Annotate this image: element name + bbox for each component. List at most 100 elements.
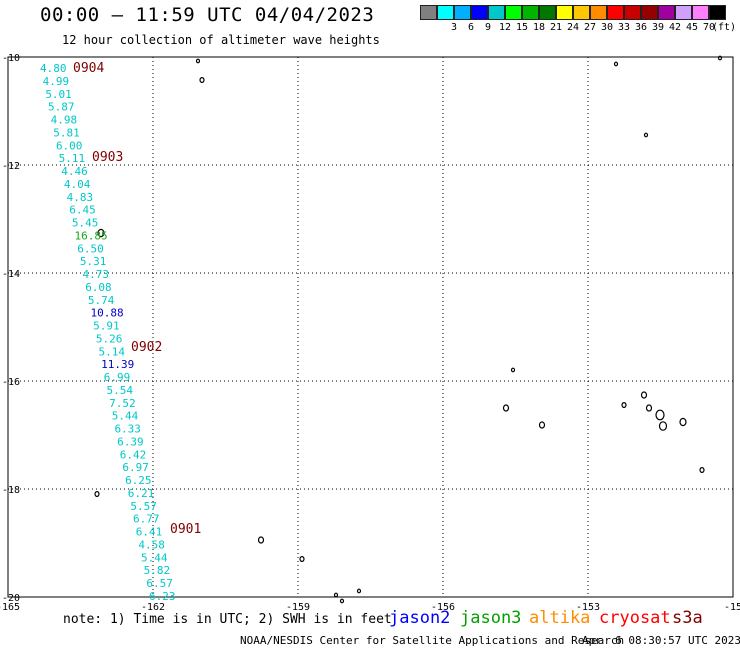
wave-height-label: 5.82 bbox=[144, 564, 171, 577]
scale-label: 27 bbox=[583, 22, 597, 33]
wave-height-label: 5.44 bbox=[112, 410, 139, 423]
wave-height-label: 6.23 bbox=[149, 590, 176, 603]
lat-tick-label: -14 bbox=[2, 269, 20, 280]
scale-swatch bbox=[624, 5, 641, 20]
island-outline bbox=[195, 58, 201, 64]
island-outline bbox=[613, 61, 619, 67]
wave-height-label: 6.99 bbox=[104, 371, 130, 384]
wave-height-label: 6.39 bbox=[117, 435, 144, 448]
lon-tick-label: -153 bbox=[576, 602, 600, 613]
island-outline bbox=[94, 491, 100, 498]
scale-swatch bbox=[641, 5, 658, 20]
scale-swatch bbox=[692, 5, 709, 20]
scale-label: 24 bbox=[566, 22, 580, 33]
wave-height-label: 5.81 bbox=[53, 126, 79, 139]
lon-tick-label: -162 bbox=[141, 602, 165, 613]
wave-height-label: 5.45 bbox=[72, 217, 99, 230]
wave-height-label: 5.11 bbox=[59, 152, 86, 165]
wave-height-label: 11.39 bbox=[101, 358, 134, 371]
wave-height-label: 16.85 bbox=[75, 229, 108, 242]
wave-height-label: 6.42 bbox=[120, 448, 147, 461]
wave-height-label: 4.46 bbox=[61, 165, 88, 178]
island-outline bbox=[510, 367, 516, 373]
wave-height-label: 6.00 bbox=[56, 139, 83, 152]
wave-height-label: 6.45 bbox=[69, 204, 96, 217]
scale-label: 36 bbox=[634, 22, 648, 33]
wave-height-label: 6.33 bbox=[114, 423, 141, 436]
island-outline bbox=[257, 536, 265, 544]
wave-height-label: 6.50 bbox=[77, 242, 104, 255]
scale-swatch bbox=[437, 5, 454, 20]
wave-height-label: 6.25 bbox=[125, 474, 152, 487]
footer-credit: NOAA/NESDIS Center for Satellite Applica… bbox=[240, 634, 625, 647]
wave-height-label: 4.83 bbox=[67, 191, 94, 204]
scale-label: 70 bbox=[702, 22, 716, 33]
wave-height-label: 6.97 bbox=[122, 461, 149, 474]
scale-swatch bbox=[522, 5, 539, 20]
wave-height-label: 6.41 bbox=[136, 526, 163, 539]
scale-label: 30 bbox=[600, 22, 614, 33]
scale-swatch bbox=[420, 5, 437, 20]
wave-height-label: 10.88 bbox=[91, 307, 124, 320]
island-outline bbox=[643, 132, 649, 138]
wave-height-label: 5.31 bbox=[80, 255, 107, 268]
lon-tick-label: -156 bbox=[431, 602, 455, 613]
scale-label: 33 bbox=[617, 22, 631, 33]
wave-height-label: 5.14 bbox=[98, 345, 125, 358]
map-frame bbox=[7, 56, 734, 598]
legend-entry-altika: altika bbox=[529, 608, 591, 628]
lat-tick-label: -16 bbox=[2, 377, 20, 388]
wave-height-label: 4.98 bbox=[51, 114, 78, 127]
island-outline bbox=[199, 76, 205, 83]
scale-swatch bbox=[709, 5, 726, 20]
island-outline bbox=[333, 592, 339, 598]
scale-swatch bbox=[556, 5, 573, 20]
scale-swatch bbox=[539, 5, 556, 20]
lon-tick-label: -15 bbox=[724, 602, 740, 613]
scale-swatch bbox=[675, 5, 692, 20]
island-outline bbox=[645, 404, 653, 412]
pass-time-label: 0904 bbox=[73, 61, 104, 76]
island-outline bbox=[356, 588, 362, 594]
lat-tick-label: -10 bbox=[2, 53, 20, 64]
island-outline bbox=[679, 417, 687, 427]
legend-entry-jason2: jason2 bbox=[389, 608, 451, 628]
scale-swatch bbox=[505, 5, 522, 20]
page-title: 00:00 – 11:59 UTC 04/04/2023 bbox=[40, 4, 375, 26]
scale-label: 39 bbox=[651, 22, 665, 33]
scale-label: 21 bbox=[549, 22, 563, 33]
scale-label: 18 bbox=[532, 22, 546, 33]
wave-height-label: 6.77 bbox=[133, 513, 160, 526]
wave-height-label: 5.54 bbox=[106, 384, 133, 397]
scale-label: 15 bbox=[515, 22, 529, 33]
scale-label: 45 bbox=[685, 22, 699, 33]
island-outline bbox=[538, 421, 546, 429]
legend-entry-s3a: s3a bbox=[672, 608, 703, 628]
wave-height-label: 5.91 bbox=[93, 320, 120, 333]
scale-swatch bbox=[454, 5, 471, 20]
pass-time-label: 0903 bbox=[92, 150, 123, 165]
scale-swatch bbox=[607, 5, 624, 20]
wave-height-label: 5.26 bbox=[96, 332, 123, 345]
scale-swatch bbox=[590, 5, 607, 20]
island-outline bbox=[97, 228, 105, 238]
island-outline bbox=[299, 555, 305, 562]
legend-entry-jason3: jason3 bbox=[460, 608, 522, 628]
wave-height-label: 5.74 bbox=[88, 294, 115, 307]
island-outline bbox=[502, 404, 510, 412]
wave-height-label: 5.87 bbox=[48, 101, 75, 114]
scale-label: 42 bbox=[668, 22, 682, 33]
pass-time-label: 0901 bbox=[170, 522, 201, 537]
wave-height-label: 6.21 bbox=[128, 487, 155, 500]
scale-label: 6 bbox=[467, 22, 475, 33]
page-subtitle: 12 hour collection of altimeter wave hei… bbox=[62, 33, 380, 47]
island-outline bbox=[621, 402, 627, 409]
lat-tick-label: -18 bbox=[2, 485, 20, 496]
wave-height-label: 4.73 bbox=[83, 268, 110, 281]
scale-swatch bbox=[488, 5, 505, 20]
island-outline bbox=[640, 391, 648, 399]
wave-height-label: 4.80 bbox=[40, 62, 67, 75]
wave-height-label: 4.58 bbox=[138, 538, 165, 551]
island-outline bbox=[658, 421, 668, 431]
